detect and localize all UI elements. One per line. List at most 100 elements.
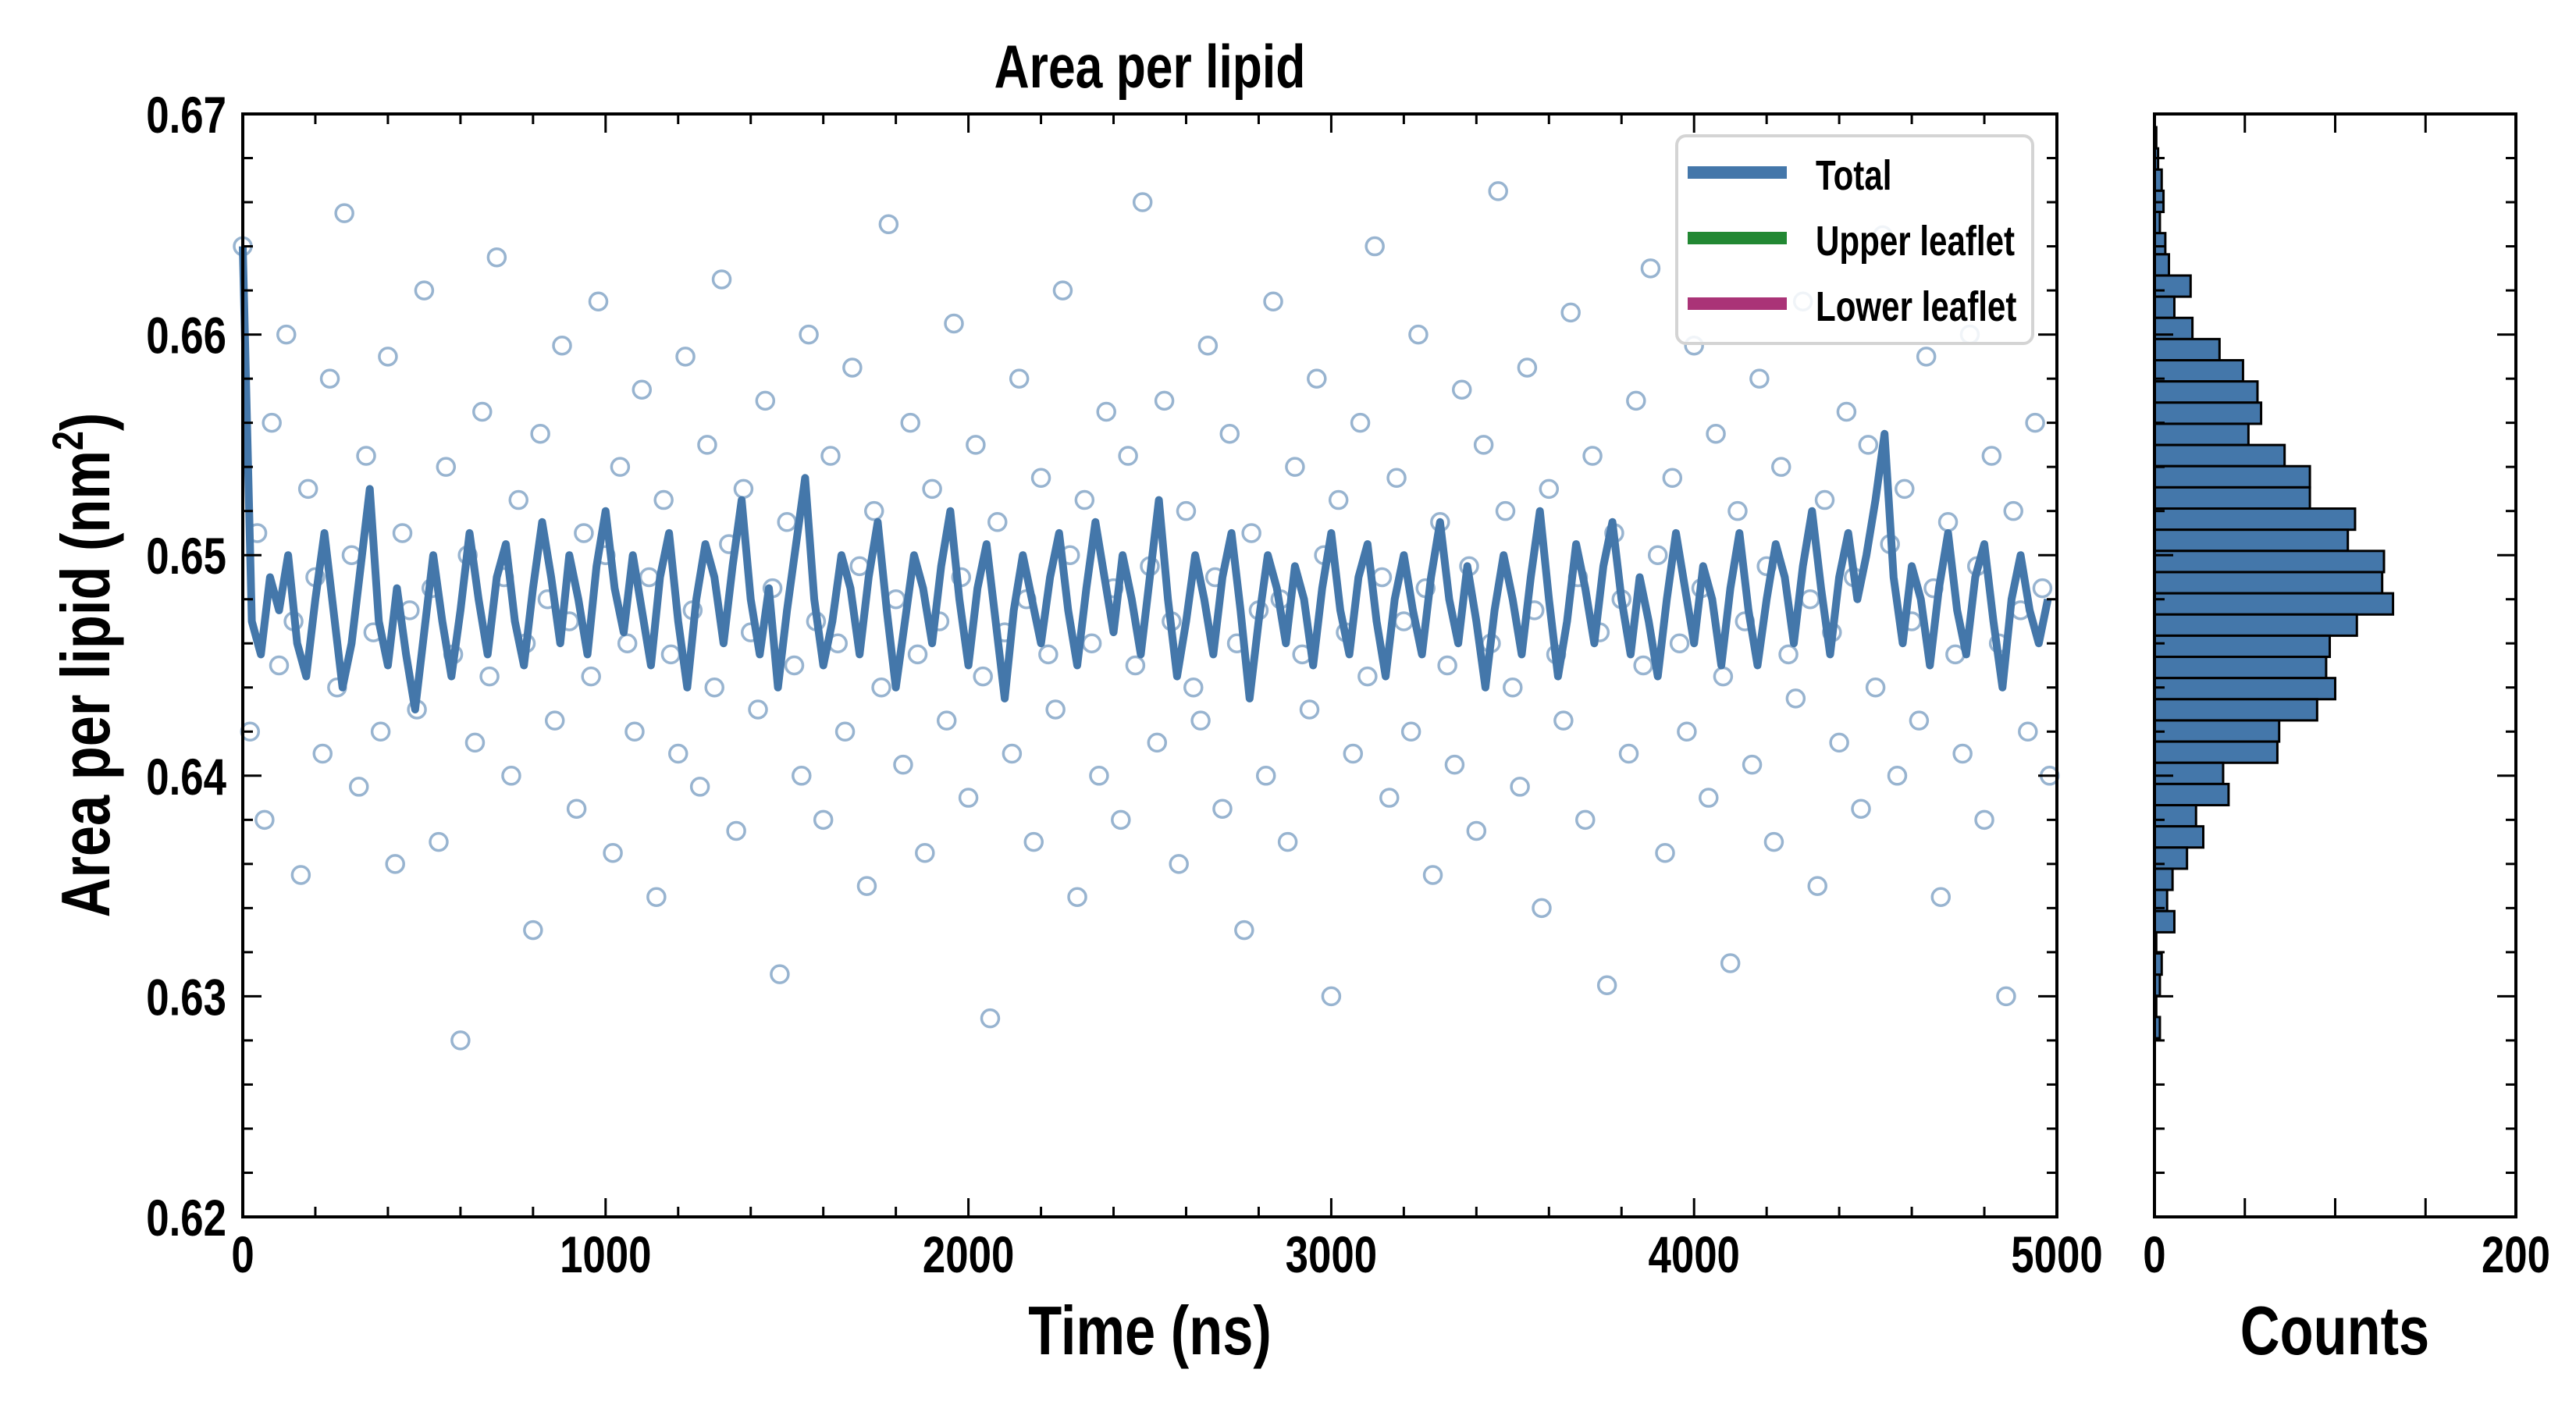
legend-swatch [1688,232,1787,244]
scatter-point [1052,280,1073,301]
scatter-point [1241,523,1261,543]
scatter-point [1727,500,1748,521]
scatter-point [1038,644,1059,665]
scatter-point [378,347,398,367]
y-tick-label: 0.63 [146,969,226,1026]
scatter-point [1350,412,1371,433]
histogram-bar [2153,253,2171,277]
histogram-bar [2153,337,2221,362]
scatter-point [552,335,572,356]
y-tick-label: 0.62 [146,1189,226,1247]
scatter-point [675,347,696,367]
scatter-point [770,964,790,984]
scatter-point [1154,390,1175,411]
histogram-bar [2153,782,2230,807]
histogram-bars [2153,126,2395,1040]
legend: Total Upper leaflet Lower leaflet [1675,134,2034,345]
scatter-point [1132,192,1153,212]
scatter-point [871,678,891,698]
scatter-point [1981,446,2002,466]
scatter-point [711,269,732,290]
y-axis-label: Area per lipid (nm2) [43,413,124,918]
histogram-bar [2153,550,2386,574]
scatter-point [523,919,543,941]
scatter-point [1895,478,1915,500]
scatter-point [1771,457,1791,477]
scatter-point [574,523,594,543]
scatter-point [254,809,275,831]
scatter-point [1002,743,1023,764]
x-tick-label: 5000 [2011,1225,2102,1283]
histogram-bar [2153,571,2384,595]
scatter-point [603,842,623,863]
x-tick-label: 4000 [1648,1225,1739,1283]
scatter-point [1575,809,1596,831]
scatter-point [392,523,413,543]
scatter-point [1488,181,1508,201]
x-tick-label: 2000 [923,1225,1014,1283]
scatter-point [1030,468,1051,489]
scatter-point [1626,390,1646,411]
histogram-bar [2153,677,2336,701]
scatter-point [958,788,979,808]
scatter-point [726,820,746,841]
scatter-point [1118,446,1138,466]
histogram-bar [2153,613,2358,637]
histogram-bar [2153,316,2194,340]
scatter-point [936,710,957,731]
legend-swatch [1688,297,1787,310]
histogram-bar [2153,592,2395,616]
scatter-point [653,489,674,510]
histogram-plot: 0 200 Counts [2143,112,2550,1369]
scatter-point [1023,831,1044,852]
scatter-point [915,842,935,863]
scatter-point [864,500,884,521]
scatter-point [2025,412,2045,433]
scatter-point [501,766,521,786]
x-tick-label: 1000 [560,1225,651,1283]
scatter-point [1517,357,1538,378]
scatter-point [530,424,550,444]
main-tick-labels: 0 1000 2000 3000 4000 5000 0.62 0.63 0.64 0.65 0.6… [146,86,2102,1283]
scatter-point [1560,302,1581,323]
scatter-point [907,644,928,665]
scatter-point [348,777,369,797]
scatter-point [813,809,834,831]
scatter-point [1778,644,1799,665]
scatter-point [1909,710,1930,731]
scatter-point [544,710,565,731]
scatter-point [697,435,717,455]
main-axes-frame [241,112,2058,1218]
line-series [239,246,2052,713]
scatter-point [755,390,776,411]
histogram-bar [2153,507,2357,532]
scatter-point [617,633,638,653]
scatter-point [834,721,856,742]
histogram-bar [2153,719,2281,743]
legend-swatch [1688,166,1787,179]
histogram-bar [2153,825,2205,849]
scatter-point [1930,887,1952,907]
scatter-point [566,799,587,819]
scatter-point [1466,820,1487,841]
scatter-point [987,512,1008,532]
scatter-point [1618,743,1639,764]
scatter-point [1596,975,1617,996]
histogram-bar [2153,867,2174,891]
legend-label: Lower leaflet [1816,283,2016,330]
scatter-point [1669,633,1690,653]
scatter-point [2018,721,2038,742]
scatter-point [646,887,667,907]
scatter-point [370,721,391,742]
scatter-point [1916,347,1937,367]
scatter-point [581,666,601,687]
chart-title: Area per lipid [994,32,1306,100]
scatter-point [1321,986,1342,1007]
scatter-point [1408,324,1429,345]
histogram-bar [2153,909,2176,934]
scatter-point [1473,435,1494,455]
scatter-point [312,743,333,764]
scatter-point [1197,335,1219,356]
scatter-point [414,280,435,301]
